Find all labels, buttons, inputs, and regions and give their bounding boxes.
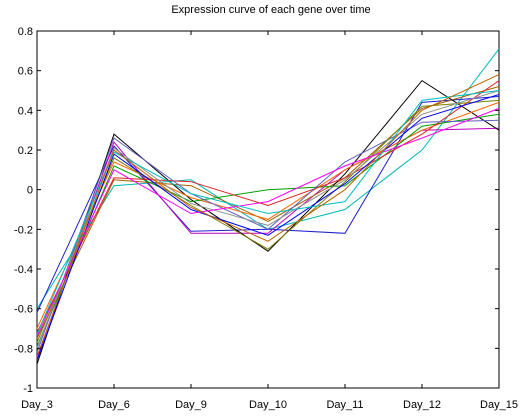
y-tick-label: -0.6 (14, 304, 33, 316)
x-tick-label: Day_15 (480, 399, 518, 411)
x-tick-label: Day_11 (326, 399, 363, 411)
x-tick-label: Day_3 (21, 399, 53, 411)
series-line-6 (36, 101, 500, 329)
y-tick-label: 0.8 (18, 26, 33, 38)
series-line-9 (36, 119, 500, 353)
y-tick-label: 0.2 (18, 145, 33, 157)
y-tick-label: 0.4 (18, 105, 33, 117)
series-line-4 (36, 86, 500, 339)
y-tick-label: -0.8 (14, 343, 33, 355)
series-line-5 (36, 79, 500, 365)
series-line-8 (36, 80, 500, 333)
x-tick-label: Day_12 (403, 399, 441, 411)
series-layer (36, 48, 500, 365)
x-tick-label: Day_10 (249, 399, 287, 411)
y-tick-label: 0 (27, 185, 33, 197)
series-line-10 (36, 99, 500, 343)
y-tick-label: -1 (23, 383, 33, 395)
x-tick-label: Day_9 (175, 399, 207, 411)
series-line-11 (36, 90, 500, 349)
series-line-7 (36, 113, 500, 347)
series-line-13 (36, 107, 500, 337)
y-tick-label: 0.6 (18, 66, 33, 78)
chart-title: Expression curve of each gene over time (171, 4, 370, 16)
x-tick-label: Day_6 (98, 399, 130, 411)
series-line-15 (36, 74, 500, 357)
y-tick-label: -0.4 (14, 264, 33, 276)
series-line-14 (36, 90, 500, 335)
series-line-12 (36, 94, 500, 361)
axes-layer: -1 -0.8 -0.6 -0.4 -0.2 0 0.2 0.4 0.6 0.8 Day_3 Day_… (14, 26, 518, 411)
y-tick-label: -0.2 (14, 224, 33, 236)
plot-area (36, 30, 500, 389)
